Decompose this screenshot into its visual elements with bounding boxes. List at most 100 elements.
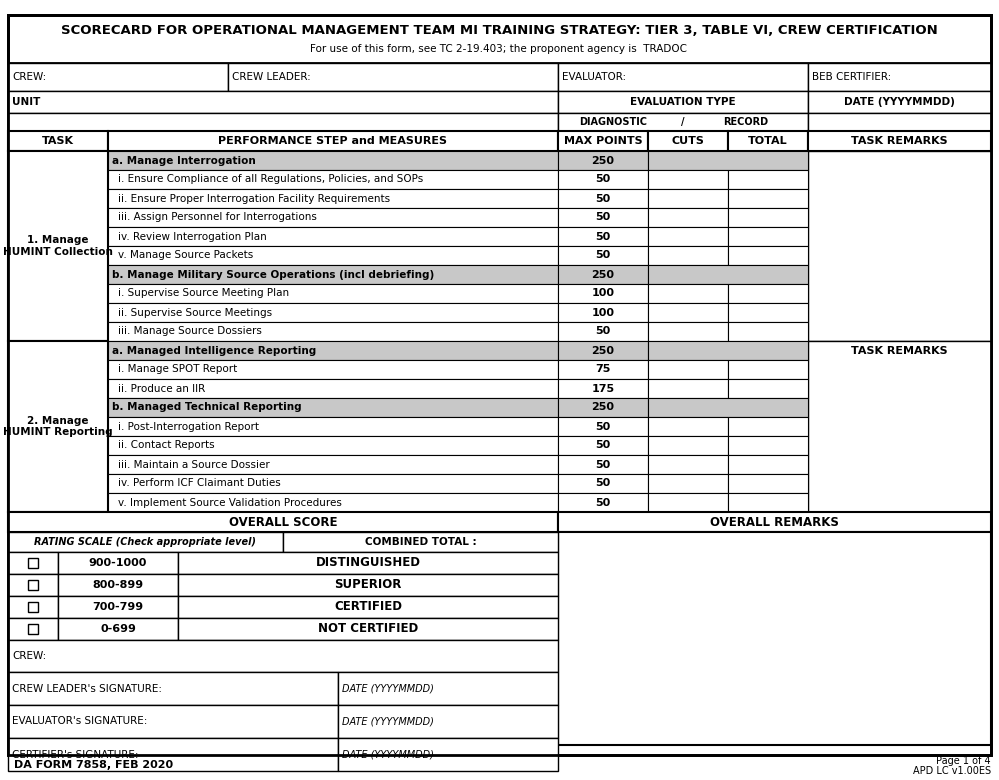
Bar: [108, 379, 558, 398]
Bar: [28, 624, 38, 634]
Text: iii. Maintain a Source Dossier: iii. Maintain a Source Dossier: [118, 459, 270, 470]
Bar: [108, 265, 558, 284]
Bar: [808, 63, 991, 91]
Text: CERTIFIED: CERTIFIED: [334, 601, 402, 614]
Text: RECORD: RECORD: [723, 117, 768, 127]
Bar: [8, 63, 228, 91]
Bar: [648, 379, 728, 398]
Text: BEB CERTIFIER:: BEB CERTIFIER:: [812, 72, 891, 82]
Text: iv. Perform ICF Claimant Duties: iv. Perform ICF Claimant Duties: [118, 478, 281, 488]
Text: DATE (YYYYMMDD): DATE (YYYYMMDD): [844, 97, 955, 107]
Text: 900-1000: 900-1000: [89, 558, 147, 568]
Bar: [558, 63, 808, 91]
Bar: [8, 574, 58, 596]
Bar: [648, 246, 728, 265]
Text: SCORECARD FOR OPERATIONAL MANAGEMENT TEAM MI TRAINING STRATEGY: TIER 3, TABLE VI: SCORECARD FOR OPERATIONAL MANAGEMENT TEA…: [61, 24, 937, 37]
Bar: [228, 63, 558, 91]
Bar: [728, 493, 808, 512]
Bar: [728, 379, 808, 398]
Bar: [558, 398, 648, 417]
Bar: [178, 618, 558, 640]
Bar: [8, 596, 58, 618]
Bar: [728, 360, 808, 379]
Bar: [808, 341, 991, 512]
Bar: [108, 131, 558, 151]
Text: /: /: [681, 117, 684, 127]
Bar: [808, 91, 991, 113]
Text: ii. Supervise Source Meetings: ii. Supervise Source Meetings: [118, 307, 272, 317]
Bar: [28, 558, 38, 568]
Text: 250: 250: [591, 346, 614, 356]
Text: 50: 50: [595, 498, 610, 508]
Bar: [558, 189, 648, 208]
Text: DIAGNOSTIC: DIAGNOSTIC: [579, 117, 647, 127]
Text: OVERALL REMARKS: OVERALL REMARKS: [710, 516, 839, 529]
Text: UNIT: UNIT: [12, 97, 40, 107]
Text: 50: 50: [595, 193, 610, 204]
Bar: [558, 91, 808, 113]
Text: i. Post-Interrogation Report: i. Post-Interrogation Report: [118, 421, 259, 431]
Bar: [728, 455, 808, 474]
Text: iv. Review Interrogation Plan: iv. Review Interrogation Plan: [118, 232, 267, 242]
Text: 50: 50: [595, 212, 610, 222]
Text: 250: 250: [591, 402, 614, 413]
Bar: [108, 227, 558, 246]
Bar: [808, 151, 991, 341]
Bar: [58, 552, 178, 574]
Bar: [558, 265, 648, 284]
Bar: [558, 512, 991, 532]
Bar: [728, 131, 808, 151]
Text: 100: 100: [591, 307, 614, 317]
Bar: [108, 189, 558, 208]
Text: ii. Produce an IIR: ii. Produce an IIR: [118, 384, 205, 393]
Bar: [108, 284, 558, 303]
Text: i. Ensure Compliance of all Regulations, Policies, and SOPs: i. Ensure Compliance of all Regulations,…: [118, 175, 424, 185]
Bar: [8, 552, 58, 574]
Text: TASK REMARKS: TASK REMARKS: [851, 346, 948, 356]
Bar: [648, 417, 728, 436]
Text: EVALUATION TYPE: EVALUATION TYPE: [630, 97, 736, 107]
Text: DATE (YYYYMMDD): DATE (YYYYMMDD): [342, 683, 434, 693]
Bar: [558, 151, 648, 170]
Text: 250: 250: [591, 270, 614, 279]
Bar: [648, 360, 728, 379]
Bar: [728, 189, 808, 208]
Bar: [108, 341, 558, 360]
Text: 50: 50: [595, 327, 610, 336]
Text: 50: 50: [595, 459, 610, 470]
Bar: [108, 151, 558, 170]
Bar: [728, 474, 808, 493]
Bar: [108, 303, 558, 322]
Bar: [108, 360, 558, 379]
Bar: [8, 15, 991, 63]
Bar: [8, 341, 108, 512]
Text: a. Manage Interrogation: a. Manage Interrogation: [112, 155, 256, 165]
Text: NOT CERTIFIED: NOT CERTIFIED: [318, 622, 419, 636]
Bar: [558, 360, 648, 379]
Bar: [28, 580, 38, 590]
Text: ii. Contact Reports: ii. Contact Reports: [118, 441, 215, 451]
Text: SUPERIOR: SUPERIOR: [335, 579, 402, 591]
Bar: [8, 91, 558, 113]
Text: 50: 50: [595, 478, 610, 488]
Bar: [8, 131, 108, 151]
Text: CREW LEADER's SIGNATURE:: CREW LEADER's SIGNATURE:: [12, 683, 162, 693]
Text: EVALUATOR's SIGNATURE:: EVALUATOR's SIGNATURE:: [12, 717, 148, 726]
Bar: [648, 131, 728, 151]
Text: 100: 100: [591, 289, 614, 299]
Text: For use of this form, see TC 2-19.403; the proponent agency is  TRADOC: For use of this form, see TC 2-19.403; t…: [311, 44, 687, 54]
Bar: [108, 170, 558, 189]
Bar: [558, 379, 648, 398]
Bar: [728, 303, 808, 322]
Bar: [558, 532, 991, 745]
Text: 50: 50: [595, 175, 610, 185]
Bar: [558, 131, 648, 151]
Bar: [648, 474, 728, 493]
Bar: [648, 398, 808, 417]
Text: iii. Assign Personnel for Interrogations: iii. Assign Personnel for Interrogations: [118, 212, 317, 222]
Bar: [8, 640, 558, 672]
Text: 50: 50: [595, 441, 610, 451]
Bar: [648, 341, 808, 360]
Text: 1. Manage
HUMINT Collection: 1. Manage HUMINT Collection: [3, 236, 113, 257]
Bar: [558, 417, 648, 436]
